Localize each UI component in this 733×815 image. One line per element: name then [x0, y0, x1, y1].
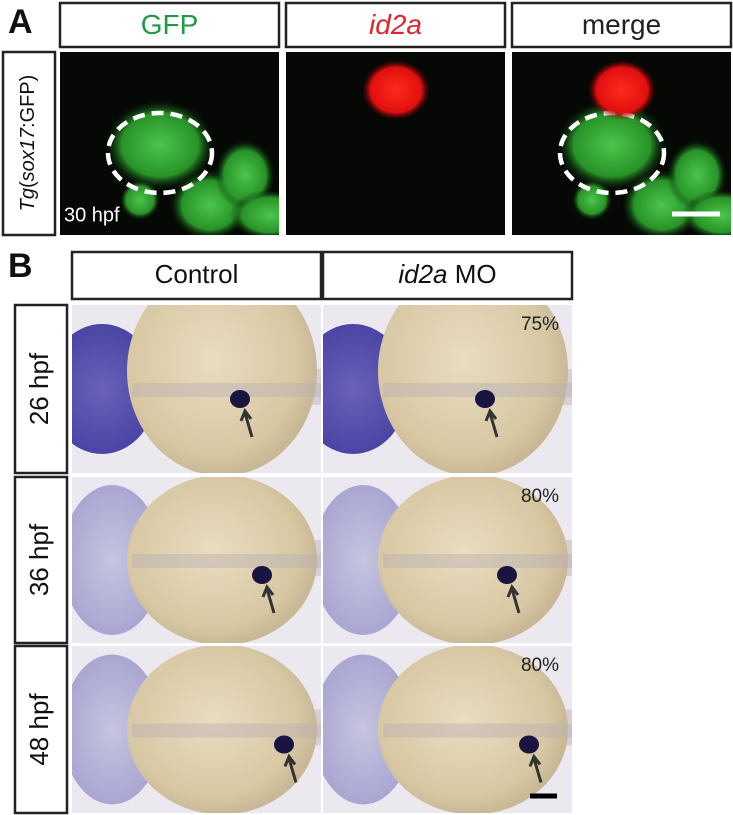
- gfp-signal: [120, 180, 160, 220]
- column-header: GFP: [141, 9, 199, 40]
- row-label: 26 hpf: [24, 352, 54, 425]
- column-header-part: Control: [155, 259, 239, 289]
- panel-letter: A: [8, 3, 33, 41]
- embryo-image: [72, 305, 321, 473]
- arrow: [283, 753, 298, 783]
- yolk: [378, 305, 568, 473]
- row-label-part: sox17: [17, 127, 39, 181]
- row-label: 48 hpf: [24, 693, 54, 766]
- arrow: [239, 407, 254, 438]
- label-box: [13, 303, 69, 475]
- row-label-part: :GFP): [17, 75, 39, 128]
- row-label: Tg(sox17:GFP): [17, 75, 39, 212]
- percentage: 80%: [521, 655, 559, 676]
- percentage: 80%: [521, 486, 559, 507]
- label-box: [284, 1, 507, 49]
- label-box: [13, 475, 69, 645]
- label-box: [13, 644, 69, 815]
- yolk: [378, 646, 568, 813]
- row-label-part: (: [17, 181, 39, 188]
- liver-spot: [274, 735, 294, 754]
- column-header-part: MO: [448, 259, 497, 289]
- panel-letter: B: [8, 247, 33, 285]
- arrow: [261, 583, 276, 614]
- column-header-part: GFP: [141, 9, 199, 40]
- trunk-line: [383, 383, 572, 397]
- column-header: merge: [582, 9, 661, 40]
- column-header: id2a MO: [398, 259, 496, 289]
- label-box: [70, 250, 323, 301]
- micrograph: [512, 52, 731, 235]
- gfp-signal: [105, 100, 215, 190]
- embryo-image: [323, 305, 572, 473]
- label-box: [1, 50, 57, 237]
- micrograph: [286, 52, 505, 235]
- embryo-image: [72, 477, 321, 643]
- micrograph: [60, 52, 279, 235]
- column-header: Control: [155, 259, 239, 289]
- trunk-line: [132, 554, 321, 568]
- embryo-image: [323, 646, 572, 813]
- column-header-part: merge: [582, 9, 661, 40]
- yolk: [127, 305, 317, 473]
- liver-spot: [475, 390, 495, 408]
- id2a-signal: [588, 60, 656, 120]
- label-box: [510, 1, 733, 49]
- yolk: [127, 646, 317, 813]
- column-header-part: id2a: [398, 259, 447, 289]
- column-header-part: id2a: [369, 9, 422, 40]
- liver-spot: [230, 390, 250, 408]
- outline: [105, 110, 215, 196]
- arrow: [528, 753, 543, 783]
- trunk-line: [132, 723, 321, 738]
- gfp-signal: [230, 190, 279, 235]
- id2a-signal: [362, 60, 430, 120]
- gfp-signal: [572, 180, 612, 220]
- liver-spot: [519, 735, 539, 754]
- gfp-signal: [557, 100, 667, 190]
- label-box: [321, 250, 574, 301]
- column-header: id2a: [369, 9, 422, 40]
- time-label: 30 hpf: [64, 204, 120, 226]
- trunk-line: [383, 554, 572, 568]
- yolk: [378, 477, 568, 643]
- liver-spot: [252, 566, 272, 584]
- trunk-line: [132, 383, 321, 397]
- embryo-image: [323, 477, 572, 643]
- row-label: 36 hpf: [24, 523, 54, 596]
- label-box: [58, 1, 281, 49]
- percentage: 75%: [521, 314, 559, 335]
- row-label-part: Tg: [17, 188, 39, 211]
- arrow: [484, 407, 499, 438]
- arrow: [506, 583, 521, 614]
- trunk-line: [383, 723, 572, 738]
- liver-spot: [497, 566, 517, 584]
- embryo-image: [72, 646, 321, 813]
